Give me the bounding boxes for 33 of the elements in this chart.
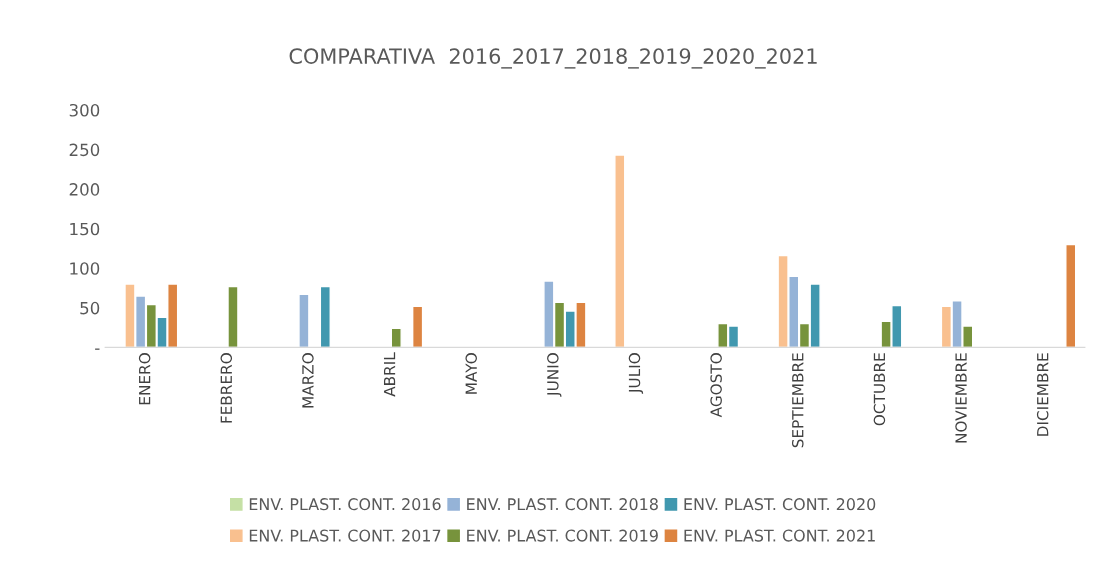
- x-tick-label: FEBRERO: [220, 353, 233, 423]
- y-tick-label: 250: [69, 143, 100, 157]
- y-tick-label: 100: [70, 262, 100, 275]
- legend-label: ENV. PLAST. CONT. 2018: [467, 498, 658, 511]
- x-tick-label: MARZO: [302, 353, 314, 408]
- x-tick-label: ENERO: [138, 353, 151, 405]
- y-tick-label: 200: [69, 183, 100, 196]
- bar: [1065, 243, 1077, 348]
- x-tick-label: JUNIO: [547, 353, 562, 397]
- legend-label: ENV. PLAST. CONT. 2016: [249, 498, 441, 511]
- bar: [614, 154, 626, 348]
- y-tick-label: 50: [80, 301, 100, 315]
- legend-label: ENV. PLAST. CONT. 2020: [684, 498, 876, 511]
- legend-label: ENV. PLAST. CONT. 2021: [684, 529, 875, 542]
- x-tick-label: OCTUBRE: [873, 353, 886, 426]
- x-tick-label: AGOSTO: [710, 353, 722, 418]
- bar: [319, 285, 331, 348]
- x-tick-label: JULIO: [628, 353, 644, 394]
- bar: [298, 293, 310, 348]
- y-tick-label: 150: [70, 222, 100, 236]
- x-tick-label: SEPTIEMBRE: [791, 353, 804, 448]
- x-tick-label: NOVIEMBRE: [955, 353, 967, 443]
- bar: [411, 305, 424, 348]
- y-tick-label: -: [95, 348, 100, 350]
- bar: [227, 285, 239, 348]
- x-tick-label: DICIEMBRE: [1036, 353, 1049, 436]
- legend-label: ENV. PLAST. CONT. 2017: [249, 529, 441, 542]
- x-tick-label: MAYO: [465, 353, 477, 394]
- bar: [390, 327, 402, 348]
- legend-label: ENV. PLAST. CONT. 2019: [467, 529, 658, 542]
- x-tick-label: ABRIL: [383, 352, 396, 397]
- chart-title: COMPARATIVA 2016_2017_2018_2019_2020_2021: [289, 48, 817, 69]
- y-tick-label: 300: [69, 103, 100, 117]
